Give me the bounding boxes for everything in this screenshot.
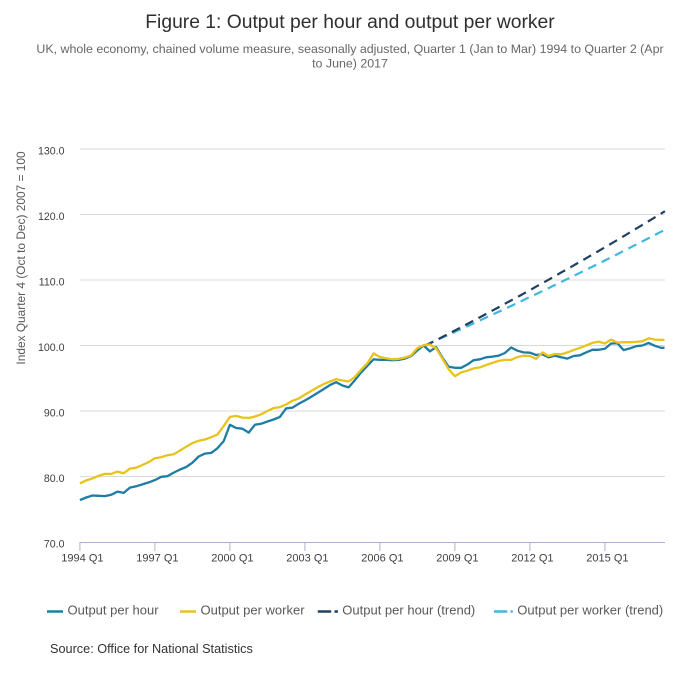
svg-text:Output per worker: Output per worker [201, 603, 306, 618]
svg-text:100.0: 100.0 [38, 342, 65, 354]
svg-text:1997 Q1: 1997 Q1 [136, 553, 178, 565]
svg-text:2009 Q1: 2009 Q1 [436, 553, 478, 565]
svg-text:Figure 1: Output per hour and: Figure 1: Output per hour and output per… [145, 12, 555, 33]
svg-text:Output per hour (trend): Output per hour (trend) [342, 603, 475, 618]
svg-text:90.0: 90.0 [44, 407, 65, 419]
svg-text:2012 Q1: 2012 Q1 [511, 553, 553, 565]
svg-text:2003 Q1: 2003 Q1 [286, 553, 328, 565]
svg-text:110.0: 110.0 [39, 276, 65, 288]
svg-text:1994 Q1: 1994 Q1 [61, 553, 103, 565]
svg-text:Index Quarter 4 (Oct to Dec) 2: Index Quarter 4 (Oct to Dec) 2007 = 100 [14, 151, 28, 365]
svg-text:2006 Q1: 2006 Q1 [361, 553, 403, 565]
svg-text:120.0: 120.0 [38, 211, 65, 223]
svg-text:Output per hour: Output per hour [68, 603, 160, 618]
svg-text:2015 Q1: 2015 Q1 [586, 553, 628, 565]
svg-text:UK, whole economy, chained vol: UK, whole economy, chained volume measur… [36, 42, 663, 56]
svg-text:Output per worker (trend): Output per worker (trend) [517, 603, 663, 618]
svg-text:70.0: 70.0 [44, 538, 65, 550]
svg-text:130.0: 130.0 [38, 145, 65, 157]
svg-text:to June) 2017: to June) 2017 [312, 57, 388, 71]
svg-text:Source: Office for National St: Source: Office for National Statistics [50, 642, 253, 656]
svg-text:2000 Q1: 2000 Q1 [211, 553, 253, 565]
svg-text:80.0: 80.0 [44, 473, 65, 485]
